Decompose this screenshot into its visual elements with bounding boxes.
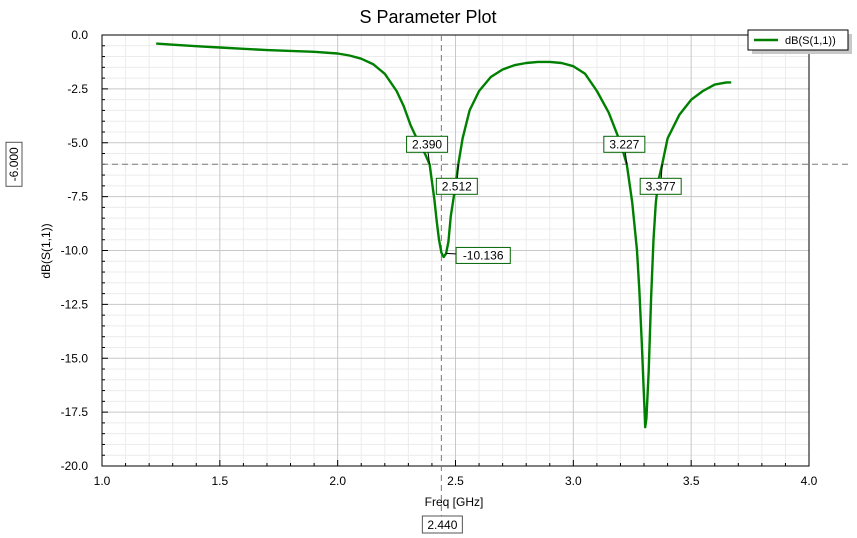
x-tick-labels: 1.0 1.5 2.0 2.5 3.0 3.5 4.0 bbox=[94, 474, 818, 488]
y-tick-label: -10.0 bbox=[61, 244, 89, 258]
marker-value: -10.136 bbox=[463, 248, 504, 262]
legend-entry: dB(S(1,1)) bbox=[785, 35, 836, 47]
legend[interactable]: dB(S(1,1)) bbox=[747, 29, 852, 54]
marker-value: 2.390 bbox=[412, 137, 442, 151]
axis-ticks bbox=[101, 34, 810, 467]
x-tick-label: 1.0 bbox=[94, 474, 111, 488]
vertical-reference-label: 2.440 bbox=[421, 515, 463, 534]
reference-label-box bbox=[421, 515, 463, 534]
y-tick-label: -5.0 bbox=[67, 136, 88, 150]
y-tick-label: 0.0 bbox=[71, 28, 88, 42]
marker-label[interactable]: 2.512 bbox=[435, 164, 478, 195]
x-tick-label: 3.5 bbox=[683, 474, 700, 488]
chart-title: S Parameter Plot bbox=[359, 7, 496, 27]
marker-label[interactable]: 3.377 bbox=[639, 164, 682, 195]
x-tick-label: 2.5 bbox=[447, 474, 464, 488]
y-tick-label: -7.5 bbox=[67, 190, 88, 204]
reference-label-box bbox=[5, 141, 23, 187]
reference-label-text: -6.000 bbox=[7, 147, 21, 181]
y-tick-labels: 0.0 -2.5 -5.0 -7.5 -10.0 -12.5 -15.0 -17.5 -20.0 bbox=[61, 28, 89, 473]
reference-lines bbox=[102, 35, 849, 516]
x-axis-label: Freq [GHz] bbox=[425, 495, 484, 509]
reference-labels: -6.000 2.440 bbox=[5, 141, 463, 534]
reference-label-text: 2.440 bbox=[427, 518, 457, 532]
marker-label[interactable]: 2.390 bbox=[406, 135, 449, 165]
x-tick-label: 1.5 bbox=[211, 474, 228, 488]
marker-box bbox=[603, 135, 646, 153]
legend-box bbox=[747, 29, 849, 51]
marker-value: 3.377 bbox=[646, 179, 676, 193]
marker-box bbox=[639, 177, 682, 195]
major-grid bbox=[102, 35, 809, 466]
y-tick-label: -2.5 bbox=[67, 82, 88, 96]
y-tick-label: -12.5 bbox=[61, 297, 89, 311]
marker-label[interactable]: -10.136 bbox=[446, 246, 511, 264]
y-tick-label: -20.0 bbox=[61, 459, 89, 473]
marker-value: 2.512 bbox=[442, 179, 472, 193]
marker-box bbox=[435, 177, 478, 195]
markers-layer: 2.390 2.512 -10.136 3.227 3.377 bbox=[406, 135, 682, 264]
horizontal-reference-label: -6.000 bbox=[5, 141, 23, 187]
y-tick-label: -17.5 bbox=[61, 405, 89, 419]
marker-value: 3.227 bbox=[609, 137, 639, 151]
series-layer bbox=[156, 42, 732, 429]
marker-box bbox=[455, 246, 511, 264]
x-tick-label: 3.0 bbox=[565, 474, 582, 488]
x-tick-label: 4.0 bbox=[801, 474, 818, 488]
y-axis-label: dB(S(1,1)) bbox=[39, 223, 53, 278]
series-line bbox=[156, 42, 732, 429]
y-tick-label: -15.0 bbox=[61, 351, 89, 365]
x-tick-label: 2.0 bbox=[329, 474, 346, 488]
marker-box bbox=[406, 135, 449, 153]
marker-label[interactable]: 3.227 bbox=[603, 135, 646, 165]
